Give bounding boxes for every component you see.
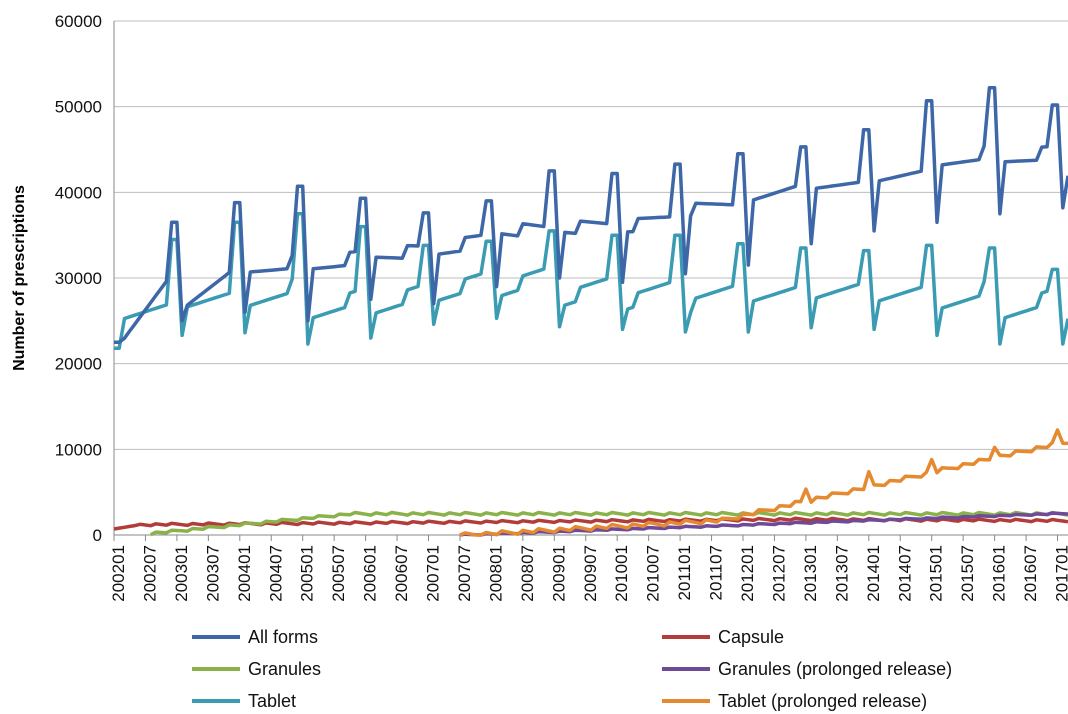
legend-item-tablet: Tablet xyxy=(192,688,296,714)
legend-swatch xyxy=(192,635,240,639)
x-tick-label: 200401 xyxy=(235,545,254,602)
legend-item-tablet-prolonged-release: Tablet (prolonged release) xyxy=(662,688,927,714)
x-tick-label: 200901 xyxy=(549,545,568,602)
series-line-all-forms xyxy=(114,86,1068,345)
x-tick-label: 200501 xyxy=(298,545,317,602)
series-line-granules-prolonged-release- xyxy=(459,511,1068,537)
legend-swatch xyxy=(662,635,710,639)
x-axis: 200201 200207 200301 200307 200401 200407 2005… xyxy=(109,534,1068,602)
x-tick-label: 200607 xyxy=(392,545,411,602)
y-axis: 0 10000 20000 30000 40000 50000 60000 xyxy=(55,12,115,545)
x-tick-label: 200601 xyxy=(361,545,380,602)
y-tick-label: 60000 xyxy=(55,12,102,31)
y-tick-label: 0 xyxy=(93,526,102,545)
legend: All forms Capsule Granules Granules (pro… xyxy=(0,622,1068,711)
legend-item-granules: Granules xyxy=(192,656,321,682)
x-tick-label: 200701 xyxy=(424,545,443,602)
x-tick-label: 201107 xyxy=(707,545,726,600)
x-tick-label: 200907 xyxy=(581,545,600,602)
x-tick-label: 201207 xyxy=(769,545,788,602)
x-tick-label: 201401 xyxy=(864,545,883,602)
legend-swatch xyxy=(192,699,240,703)
legend-label: Capsule xyxy=(718,626,785,647)
x-tick-label: 201001 xyxy=(612,545,631,602)
legend-label: Tablet xyxy=(248,690,297,711)
x-tick-label: 200407 xyxy=(266,545,285,602)
legend-swatch xyxy=(662,699,710,703)
y-tick-label: 10000 xyxy=(55,440,102,459)
x-tick-label: 201307 xyxy=(832,545,851,602)
y-tick-label: 40000 xyxy=(55,183,102,202)
legend-swatch xyxy=(662,667,710,671)
x-tick-label: 200807 xyxy=(518,545,537,602)
y-tick-label: 50000 xyxy=(55,98,102,117)
x-tick-label: 201701 xyxy=(1053,545,1068,602)
series-lines xyxy=(113,86,1068,537)
series-line-granules xyxy=(149,510,1068,537)
x-tick-label: 201507 xyxy=(958,545,977,602)
legend-label: Granules xyxy=(248,658,322,679)
x-tick-label: 200507 xyxy=(329,545,348,602)
x-tick-label: 201501 xyxy=(927,545,946,602)
x-tick-label: 200201 xyxy=(109,545,128,602)
x-tick-label: 201407 xyxy=(895,545,914,602)
x-tick-label: 201601 xyxy=(990,545,1009,602)
x-tick-label: 200307 xyxy=(203,545,222,602)
series-line-tablet-prolonged-release- xyxy=(459,428,1068,537)
x-tick-label: 200707 xyxy=(455,545,474,602)
x-tick-label: 201301 xyxy=(801,545,820,602)
y-tick-label: 20000 xyxy=(55,355,102,374)
x-tick-label: 201607 xyxy=(1021,545,1040,602)
legend-item-granules-prolonged-release: Granules (prolonged release) xyxy=(662,656,952,682)
series-line-tablet xyxy=(114,212,1068,350)
gridlines xyxy=(114,20,1068,536)
legend-item-all-forms: All forms xyxy=(192,624,318,650)
y-axis-label: Number of prescriptions xyxy=(11,185,28,371)
legend-label: Granules (prolonged release) xyxy=(718,658,953,679)
legend-item-capsule: Capsule xyxy=(662,624,784,650)
x-tick-label: 201101 xyxy=(675,545,694,600)
x-tick-label: 200301 xyxy=(172,545,191,602)
legend-label: All forms xyxy=(248,626,319,647)
x-tick-label: 200801 xyxy=(486,545,505,602)
x-tick-label: 201007 xyxy=(644,545,663,602)
legend-label: Tablet (prolonged release) xyxy=(718,690,928,711)
x-tick-label: 201201 xyxy=(738,545,757,602)
x-tick-label: 200207 xyxy=(140,545,159,602)
legend-swatch xyxy=(192,667,240,671)
y-tick-label: 30000 xyxy=(55,269,102,288)
